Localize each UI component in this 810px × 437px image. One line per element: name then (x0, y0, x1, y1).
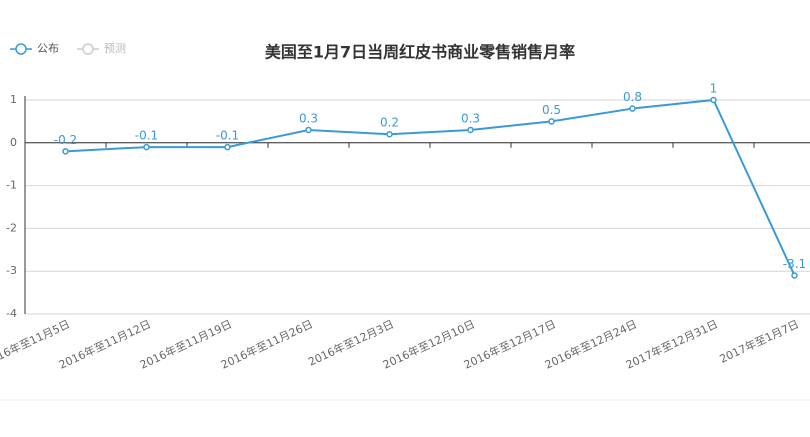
y-tick-label: 0 (10, 136, 17, 149)
data-point (548, 118, 555, 125)
data-point (791, 272, 798, 279)
data-point (143, 143, 150, 151)
data-label: 0.8 (623, 90, 642, 104)
data-point (305, 126, 312, 134)
legend-marker (15, 43, 27, 55)
data-label: 0.5 (542, 103, 561, 117)
data-label: -3.1 (783, 257, 806, 271)
y-tick-label: -3 (6, 264, 17, 277)
data-point (629, 105, 636, 112)
data-point (224, 143, 231, 151)
data-point (386, 130, 393, 138)
y-tick-label: -1 (6, 179, 17, 192)
data-point (467, 126, 474, 134)
data-label: -0.1 (135, 129, 158, 143)
x-tick-label: 2016年至11月26日 (218, 317, 315, 372)
data-label: 1 (710, 82, 718, 96)
data-point (710, 96, 717, 104)
data-label: -0.1 (216, 129, 239, 143)
legend-marker (82, 43, 94, 55)
x-tick-label: 2017年至12月31日 (623, 317, 720, 372)
x-tick-label: 2017年至1月7日 (717, 317, 801, 366)
chart-title: 美国至1月7日当周红皮书商业零售销售月率 (265, 43, 575, 62)
y-tick-label: -2 (6, 221, 17, 234)
data-label: 0.3 (461, 111, 480, 125)
y-tick-label: 1 (10, 93, 17, 106)
y-tick-label: -4 (6, 307, 17, 320)
series-line (65, 98, 796, 276)
data-label: 0.3 (299, 111, 318, 125)
legend-label: 预测 (104, 42, 126, 55)
data-point (62, 148, 69, 155)
data-label: 0.2 (380, 116, 399, 130)
legend-label: 公布 (37, 42, 59, 55)
data-label: -0.2 (54, 133, 77, 147)
